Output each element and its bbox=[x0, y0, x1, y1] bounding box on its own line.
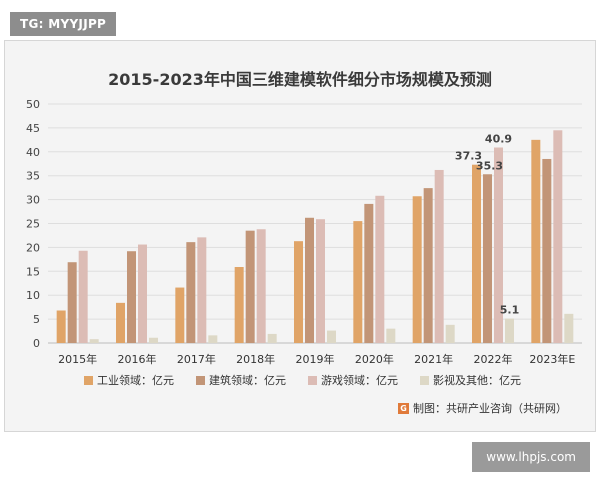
chart-credit: G 制图：共研产业咨询（共研网） bbox=[398, 400, 567, 416]
x-tick-label: 2022年 bbox=[474, 352, 513, 366]
x-tick-label: 2023年E bbox=[529, 352, 575, 366]
bar bbox=[56, 310, 66, 343]
legend-swatch bbox=[196, 375, 205, 385]
data-label: 35.3 bbox=[476, 159, 503, 172]
channel-badge: TG: MYYJJPP bbox=[10, 12, 117, 36]
legend-label: 工业领域：亿元 bbox=[97, 374, 174, 387]
legend-label: 游戏领域：亿元 bbox=[321, 374, 398, 387]
credit-text: 制图：共研产业咨询（共研网） bbox=[413, 402, 567, 415]
bar bbox=[445, 324, 455, 343]
bar bbox=[434, 169, 444, 343]
bar bbox=[423, 188, 433, 343]
bar bbox=[412, 196, 422, 343]
legend-item-industry: 工业领域：亿元 bbox=[84, 372, 174, 388]
brand-logo-icon: G bbox=[398, 402, 409, 414]
bar bbox=[505, 318, 514, 343]
x-tick-label: 2016年 bbox=[118, 352, 157, 366]
legend-swatch bbox=[84, 375, 93, 385]
bar bbox=[267, 333, 277, 343]
bar bbox=[305, 217, 314, 343]
bar bbox=[327, 330, 336, 343]
bar bbox=[234, 266, 244, 343]
bar bbox=[375, 195, 385, 343]
data-label: 37.3 bbox=[455, 150, 482, 163]
x-tick-label: 2021年 bbox=[414, 352, 453, 366]
bar bbox=[483, 174, 492, 343]
y-tick-label: 20 bbox=[26, 241, 40, 254]
legend-item-games: 游戏领域：亿元 bbox=[308, 372, 398, 388]
bar bbox=[564, 313, 574, 343]
bar bbox=[197, 237, 207, 343]
y-tick-label: 35 bbox=[26, 170, 40, 183]
y-tick-label: 25 bbox=[26, 218, 40, 231]
website-badge[interactable]: www.lhpjs.com bbox=[472, 442, 590, 472]
legend-swatch bbox=[420, 375, 429, 385]
bar bbox=[353, 221, 363, 343]
chart-legend: 工业领域：亿元 建筑领域：亿元 游戏领域：亿元 影视及其他：亿元 bbox=[84, 372, 564, 388]
x-tick-label: 2018年 bbox=[236, 352, 275, 366]
y-tick-label: 50 bbox=[26, 98, 40, 111]
bar bbox=[316, 219, 325, 343]
bar bbox=[553, 130, 563, 343]
legend-item-architecture: 建筑领域：亿元 bbox=[196, 372, 286, 388]
bar bbox=[138, 244, 147, 343]
bar bbox=[256, 229, 266, 343]
bar bbox=[494, 147, 503, 343]
y-tick-label: 5 bbox=[33, 313, 40, 326]
bar bbox=[67, 262, 77, 343]
bar bbox=[542, 158, 552, 343]
x-tick-label: 2017年 bbox=[177, 352, 216, 366]
bar bbox=[386, 328, 396, 343]
bar bbox=[531, 139, 541, 343]
y-tick-label: 0 bbox=[33, 337, 40, 350]
bar bbox=[294, 241, 303, 343]
bar bbox=[364, 203, 374, 343]
bar bbox=[208, 335, 218, 343]
bar bbox=[245, 230, 255, 343]
y-tick-label: 15 bbox=[26, 265, 40, 278]
bar bbox=[127, 251, 136, 343]
legend-label: 建筑领域：亿元 bbox=[209, 374, 286, 387]
bar bbox=[149, 337, 158, 343]
y-tick-label: 10 bbox=[26, 289, 40, 302]
x-tick-label: 2020年 bbox=[355, 352, 394, 366]
bar bbox=[186, 242, 196, 343]
data-label: 5.1 bbox=[500, 304, 520, 317]
bar bbox=[116, 302, 125, 343]
legend-item-film-other: 影视及其他：亿元 bbox=[420, 372, 521, 388]
y-tick-label: 40 bbox=[26, 146, 40, 159]
data-label: 40.9 bbox=[485, 132, 512, 145]
y-tick-label: 45 bbox=[26, 122, 40, 135]
bar bbox=[89, 339, 99, 343]
bar bbox=[78, 250, 88, 343]
x-tick-label: 2015年 bbox=[58, 352, 97, 366]
legend-swatch bbox=[308, 375, 317, 385]
x-tick-label: 2019年 bbox=[296, 352, 335, 366]
legend-label: 影视及其他：亿元 bbox=[433, 374, 521, 387]
chart-title: 2015-2023年中国三维建模软件细分市场规模及预测 bbox=[108, 70, 492, 89]
y-tick-label: 30 bbox=[26, 194, 40, 207]
bar bbox=[472, 164, 481, 343]
bar bbox=[175, 287, 185, 343]
